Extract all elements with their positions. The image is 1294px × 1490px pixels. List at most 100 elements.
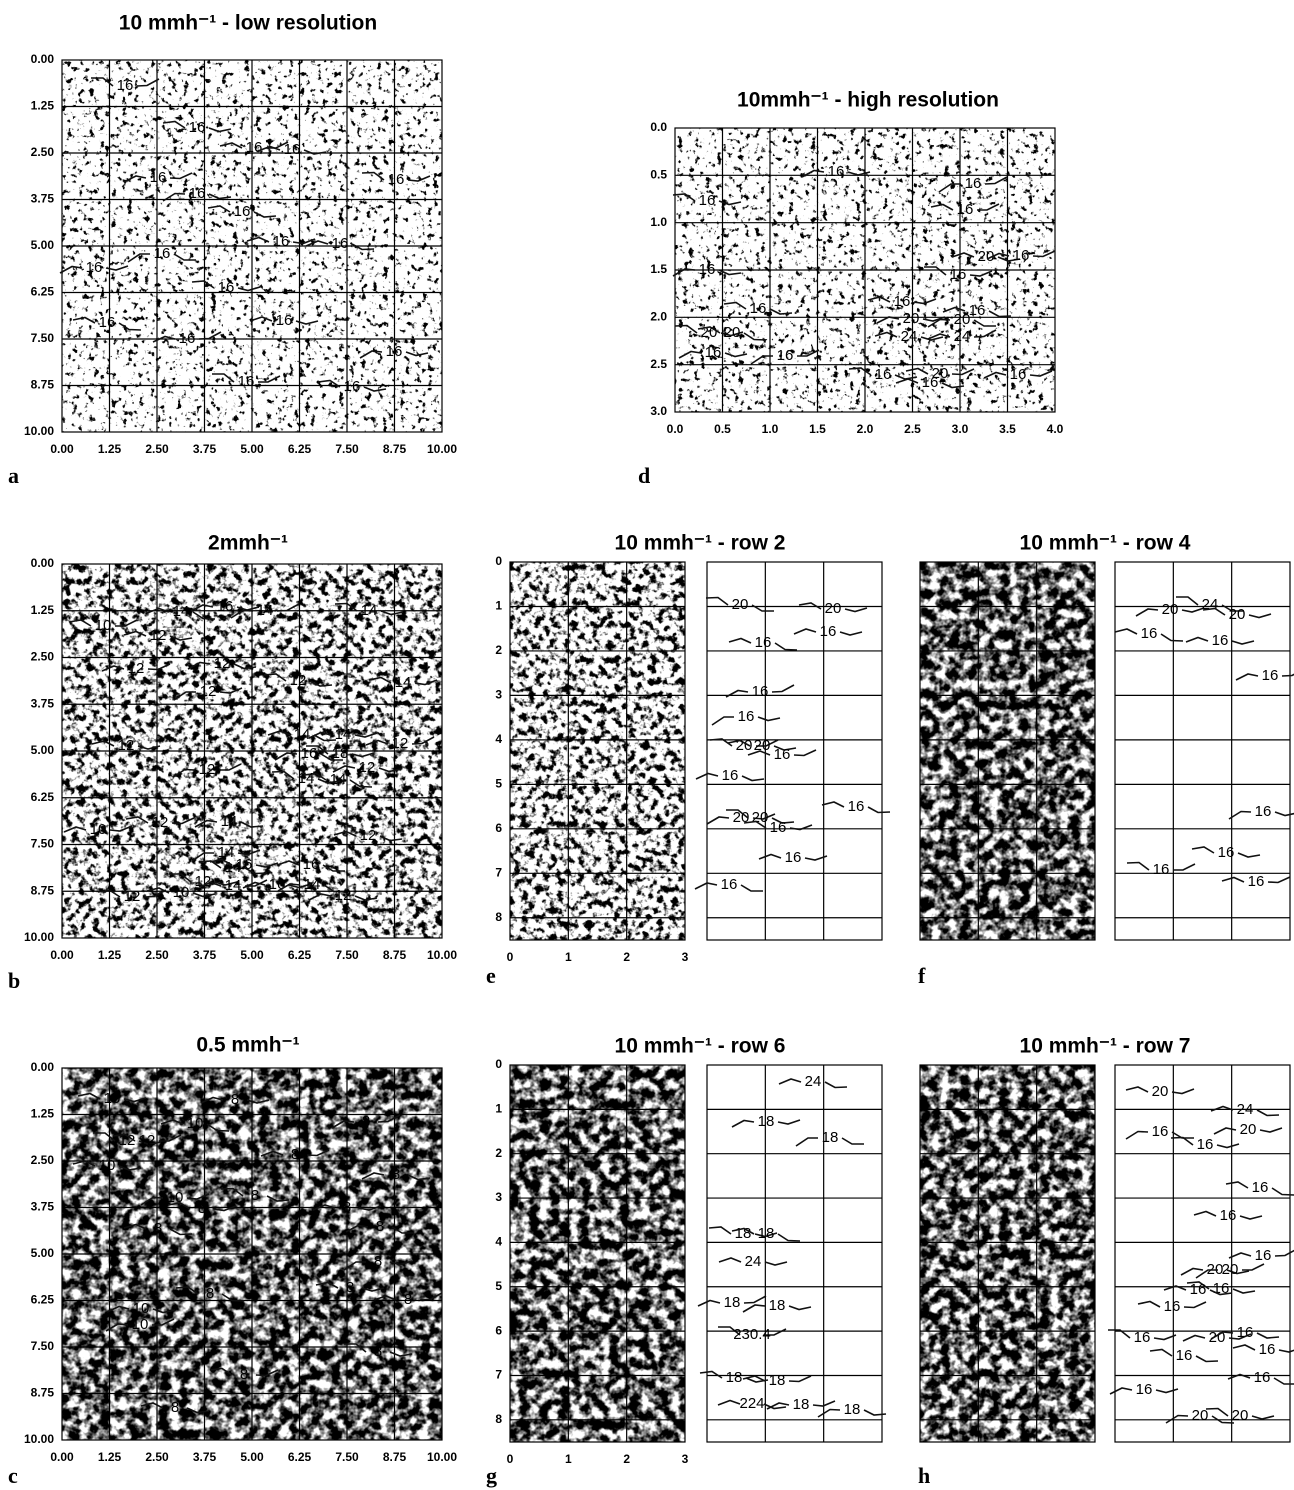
contour-label: 16: [150, 169, 167, 186]
contour-label: 12: [118, 737, 135, 754]
contour-label: 24: [745, 1253, 762, 1270]
y-tick-label: 5.00: [31, 238, 55, 252]
y-tick-label: 2.5: [650, 357, 667, 371]
panels: 10 mmh⁻¹ - low resolutiona0.001.252.503.…: [8, 12, 1294, 1489]
contour-label: 16: [1248, 873, 1265, 890]
contour-label: 8: [343, 1199, 351, 1216]
contour-label: 18: [793, 1396, 810, 1413]
y-tick-label: 2: [495, 643, 502, 657]
contour-label: 16: [1259, 1341, 1276, 1358]
y-tick-label: 1.5: [650, 262, 667, 276]
y-tick-label: 6: [495, 821, 502, 835]
x-tick-label: 1.5: [809, 422, 826, 436]
contour-label: 16: [386, 343, 403, 360]
contour-label: 14: [335, 726, 352, 743]
contour-label: 20: [825, 600, 842, 617]
panel-title: 10 mmh⁻¹ - row 6: [615, 1035, 786, 1058]
contour-label: 20: [1240, 1121, 1257, 1138]
contour-label: 16: [957, 201, 974, 218]
x-tick-label: 10.00: [427, 1450, 457, 1464]
contour-label: 16: [1164, 1298, 1181, 1315]
contour-label: 10: [173, 884, 190, 901]
y-tick-label: 0.00: [31, 556, 55, 570]
contour-label: 16: [774, 746, 791, 763]
contour-label: 24: [901, 328, 918, 345]
contour-label: 16: [179, 330, 196, 347]
x-tick-label: 8.75: [383, 948, 407, 962]
x-tick-label: 5.00: [240, 442, 264, 456]
contour-label: 16: [236, 856, 253, 873]
y-tick-label: 1.25: [31, 1107, 55, 1121]
contour-label: 16: [722, 767, 739, 784]
contour-label: 16: [785, 849, 802, 866]
contour-label: 16: [969, 302, 986, 319]
x-tick-label: 4.0: [1047, 422, 1064, 436]
y-tick-label: 8: [495, 910, 502, 924]
panel-letter: h: [918, 1463, 930, 1488]
y-tick-label: 3: [495, 1190, 502, 1204]
contour-label: 16: [1134, 1329, 1151, 1346]
contour-label: 18: [735, 1225, 752, 1242]
contour-label: 16: [217, 598, 234, 615]
y-tick-label: 3.75: [31, 1200, 55, 1214]
x-tick-label: 2.50: [145, 442, 169, 456]
contour-label: 16: [1212, 632, 1229, 649]
contour-label: 8: [251, 1187, 259, 1204]
y-tick-label: 5: [495, 777, 502, 791]
x-tick-label: 1: [565, 1452, 572, 1466]
contour-label: 16: [388, 171, 405, 188]
contour-label: 12: [200, 683, 217, 700]
contour-label: 12: [195, 873, 212, 890]
x-tick-label: 8.75: [383, 442, 407, 456]
contour-label: 8: [231, 1091, 239, 1108]
contour-label: 8: [404, 1291, 412, 1308]
y-tick-label: 1.0: [650, 215, 667, 229]
contour-label: 16: [1252, 1179, 1269, 1196]
contour-label: 16: [705, 344, 722, 361]
y-tick-label: 0: [495, 1057, 502, 1071]
contour-label: 14: [395, 674, 412, 691]
contour-label: 8: [240, 1366, 248, 1383]
contour-label: 16: [965, 175, 982, 192]
x-tick-label: 2: [623, 1452, 630, 1466]
y-tick-label: 0.5: [650, 168, 667, 182]
contour-label: 8: [374, 1343, 382, 1360]
y-tick-label: 3.75: [31, 192, 55, 206]
y-tick-label: 3: [495, 688, 502, 702]
contour-label: 14: [221, 813, 238, 830]
x-tick-label: 7.50: [335, 1450, 359, 1464]
panel-letter: f: [918, 963, 926, 988]
contour-label: 14: [298, 770, 315, 787]
x-tick-label: 2.50: [145, 948, 169, 962]
contour-label: 8: [392, 1166, 400, 1183]
contour-label: 16: [752, 683, 769, 700]
y-tick-label: 10.00: [24, 930, 54, 944]
contour-label: 24: [954, 328, 971, 345]
contour-label: 8: [376, 1218, 384, 1235]
contour-label: 12: [124, 888, 141, 905]
contour-label: 8: [171, 1399, 179, 1416]
contour-label: 12: [214, 655, 231, 672]
contour-label: 18: [769, 1372, 786, 1389]
x-tick-label: 1: [565, 950, 572, 964]
photo-texture: [510, 562, 685, 940]
contour-label: 16: [344, 378, 361, 395]
contour-label: 10: [90, 821, 107, 838]
y-tick-label: 1: [495, 1102, 502, 1116]
contour-label: 14: [294, 726, 311, 743]
x-tick-label: 3: [682, 950, 689, 964]
y-tick-label: 0: [495, 554, 502, 568]
contour-label: 16: [276, 312, 293, 329]
x-tick-label: 0: [507, 950, 514, 964]
x-tick-label: 5.00: [240, 1450, 264, 1464]
contour-label: 16: [117, 77, 134, 94]
contour-label: 16: [189, 119, 206, 136]
contour-label: 16: [750, 300, 767, 317]
panel-title: 0.5 mmh⁻¹: [196, 1034, 299, 1057]
contour-label: 14: [173, 603, 190, 620]
y-tick-label: 6.25: [31, 1293, 55, 1307]
contour-label: 16: [332, 235, 349, 252]
panel: 2mmh⁻¹b0.001.252.503.755.006.257.508.751…: [8, 532, 457, 994]
contour-label: 16: [820, 623, 837, 640]
contour-label: 16: [922, 374, 939, 391]
